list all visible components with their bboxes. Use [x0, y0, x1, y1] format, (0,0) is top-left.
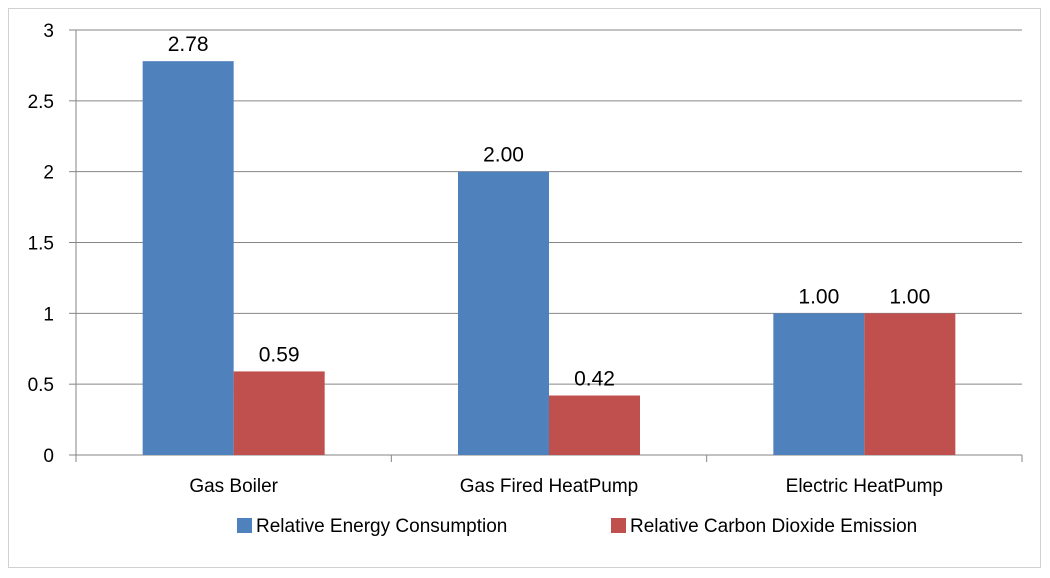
- bar-energy: [458, 171, 549, 455]
- y-tick-label: 2: [43, 163, 54, 184]
- bars: [142, 61, 956, 456]
- bar-co2: [864, 313, 956, 455]
- data-label: 0.59: [259, 343, 300, 366]
- data-labels: 2.78 0.59 2.00 0.42 1.00 1.00: [168, 33, 931, 390]
- bar-energy: [773, 313, 865, 455]
- data-label: 1.00: [798, 285, 839, 308]
- legend: Relative Energy Consumption Relative Carb…: [237, 516, 917, 537]
- y-tick-label: 1.5: [28, 234, 54, 255]
- bar-energy: [142, 61, 234, 456]
- bar-co2: [549, 395, 640, 455]
- x-tick-label: Electric HeatPump: [786, 476, 943, 497]
- bar-co2: [233, 371, 325, 455]
- y-tick-label: 1: [43, 304, 54, 325]
- legend-swatch: [611, 518, 626, 533]
- legend-swatch: [237, 518, 252, 533]
- x-tick-label: Gas Fired HeatPump: [460, 476, 638, 497]
- y-tick-label: 3: [43, 21, 54, 42]
- x-tick-label: Gas Boiler: [189, 476, 278, 497]
- axes: 0 0.5 1 1.5 2 2.5 3 Gas Boiler Gas Fired HeatPum…: [28, 21, 1023, 497]
- legend-label: Relative Energy Consumption: [256, 516, 507, 537]
- y-tick-label: 0.5: [28, 375, 54, 396]
- data-label: 0.42: [574, 368, 615, 391]
- data-label: 1.00: [889, 285, 930, 308]
- y-tick-label: 0: [43, 446, 54, 467]
- data-label: 2.00: [483, 144, 524, 167]
- legend-label: Relative Carbon Dioxide Emission: [630, 516, 917, 537]
- data-label: 2.78: [168, 33, 209, 56]
- y-tick-label: 2.5: [28, 92, 54, 113]
